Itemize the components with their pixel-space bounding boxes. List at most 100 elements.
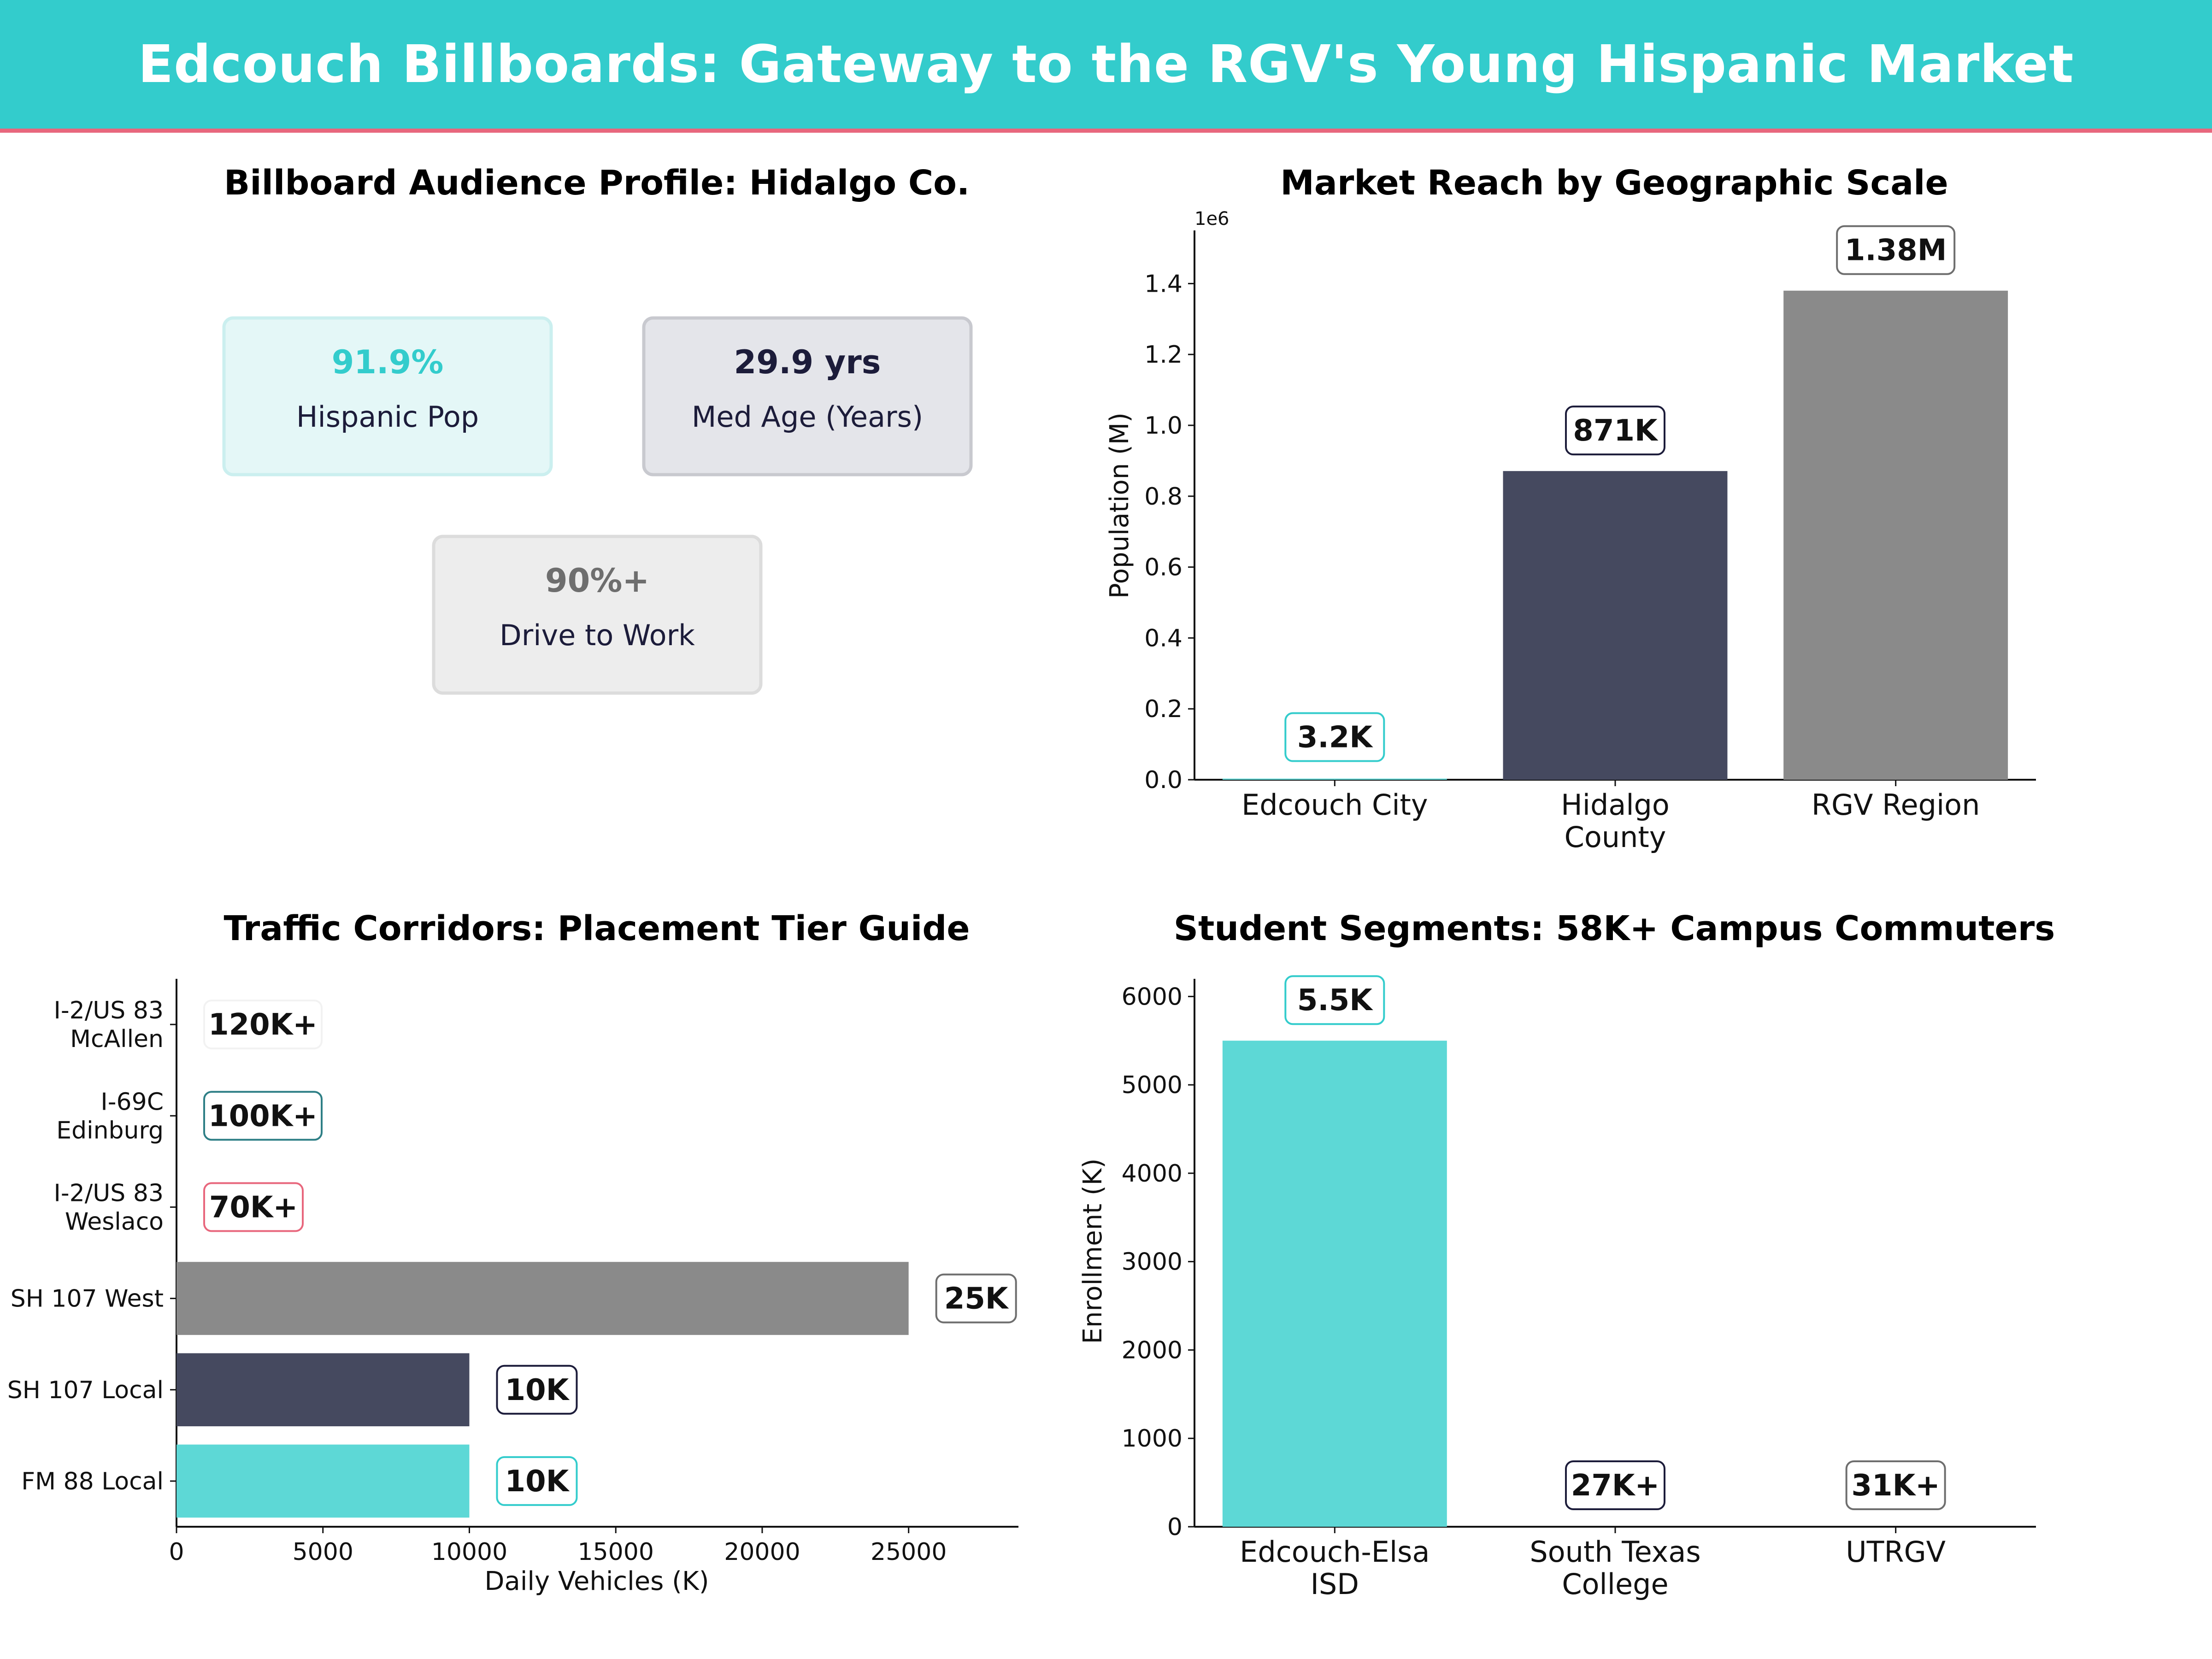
traffic-data-label-box [203, 1091, 323, 1141]
traffic-data-label: 10K [496, 1456, 578, 1506]
students-y-tick-label: 3000 [1122, 1248, 1182, 1276]
kpi-card-background [642, 316, 973, 477]
traffic-x-tick-label: 5000 [293, 1538, 353, 1566]
market-reach-data-label-box [1284, 712, 1385, 762]
students-data-label: 27K+ [1565, 1460, 1665, 1510]
students-y-tick-label: 4000 [1122, 1160, 1182, 1188]
market-reach-y-tick-label: 0.0 [1144, 766, 1182, 794]
traffic-data-label-text: 10K [505, 1465, 570, 1499]
traffic-data-label-box [203, 1000, 323, 1050]
traffic-data-label-box [496, 1456, 578, 1506]
market-reach-chart: 0.0 0.2 0.4 0.6 0.8 1.0 1.2 1.4 Edcouch City 3.2K… [1144, 225, 2036, 854]
students-bar [1222, 1041, 1447, 1527]
kpi-value: 91.9% [332, 343, 444, 381]
traffic-category-label: SH 107 Local [7, 1377, 164, 1404]
kpi-card: 90%+ Drive to Work [432, 535, 763, 695]
market-reach-data-label: 871K [1565, 406, 1665, 456]
students-category-label: South Texas College [1530, 1535, 1700, 1601]
kpi-card: 29.9 yrs Med Age (Years) [642, 316, 973, 477]
traffic-x-tick-label: 15000 [578, 1538, 654, 1566]
kpi-card: 91.9% Hispanic Pop [222, 316, 553, 477]
market-reach-y-tick-label: 0.6 [1144, 554, 1182, 582]
traffic-category-label: SH 107 West [11, 1285, 164, 1313]
students-y-tick-label: 2000 [1122, 1336, 1182, 1364]
traffic-category-label: I-69C Edinburg [56, 1088, 164, 1144]
kpi-card-background [222, 316, 553, 477]
panel-title-traffic: Traffic Corridors: Placement Tier Guide [224, 909, 970, 948]
market-reach-bar [1503, 471, 1728, 780]
traffic-data-label-text: 120K+ [208, 1008, 318, 1042]
market-reach-category-label: Hidalgo County [1561, 788, 1670, 854]
traffic-data-label-text: 100K+ [208, 1099, 318, 1133]
traffic-bar [176, 1262, 909, 1335]
students-data-label-text: 5.5K [1297, 983, 1373, 1018]
traffic-data-label: 25K [935, 1273, 1017, 1324]
traffic-x-axis-label: Daily Vehicles (K) [484, 1566, 709, 1596]
students-category-label: UTRGV [1846, 1535, 1946, 1569]
market-reach-offset-text: 1e6 [1194, 208, 1230, 229]
market-reach-data-label-text: 1.38M [1845, 234, 1947, 268]
market-reach-bar [1783, 290, 2008, 780]
students-data-label: 5.5K [1284, 975, 1385, 1025]
kpi-value: 29.9 yrs [734, 343, 881, 381]
panel-title-students: Student Segments: 58K+ Campus Commuters [1174, 909, 2055, 948]
market-reach-data-label-text: 3.2K [1297, 721, 1373, 755]
students-data-label-text: 31K+ [1852, 1469, 1940, 1503]
market-reach-category-label: RGV Region [1812, 788, 1980, 822]
students-y-tick-label: 1000 [1122, 1425, 1182, 1453]
traffic-data-label-box [203, 1182, 304, 1232]
traffic-category-label: I-2/US 83 McAllen [54, 997, 164, 1053]
traffic-data-label-box [496, 1365, 578, 1415]
market-reach-bar [1222, 778, 1447, 780]
header-banner: Edcouch Billboards: Gateway to the RGV's… [0, 0, 2212, 133]
students-y-axis-label: Enrollment (K) [1078, 1159, 1108, 1344]
market-reach-y-tick-label: 1.2 [1144, 341, 1182, 369]
traffic-data-label: 10K [496, 1365, 578, 1415]
traffic-category-label: FM 88 Local [21, 1468, 164, 1495]
traffic-data-label-text: 10K [505, 1373, 570, 1407]
student-segments-chart: 0 1000 2000 3000 4000 5000 6000 Edcouch-Elsa ISD… [1122, 975, 2036, 1601]
traffic-data-label: 100K+ [203, 1091, 323, 1141]
market-reach-data-label-box [1836, 225, 1956, 275]
market-reach-data-label: 1.38M [1836, 225, 1956, 275]
market-reach-y-tick-label: 0.8 [1144, 483, 1182, 511]
kpi-value: 90%+ [545, 562, 649, 600]
traffic-data-label: 120K+ [203, 1000, 323, 1050]
students-category-label: Edcouch-Elsa ISD [1240, 1535, 1430, 1601]
traffic-data-label: 70K+ [203, 1182, 304, 1232]
students-data-label-text: 27K+ [1571, 1469, 1659, 1503]
traffic-bar [176, 1444, 470, 1518]
market-reach-data-label-text: 871K [1573, 414, 1659, 448]
page-title: Edcouch Billboards: Gateway to the RGV's… [138, 34, 2074, 94]
market-reach-y-tick-label: 1.4 [1144, 270, 1182, 298]
students-y-tick-label: 6000 [1122, 983, 1182, 1011]
traffic-data-label-text: 70K+ [209, 1190, 298, 1224]
kpi-label: Med Age (Years) [692, 400, 923, 434]
students-y-tick-label: 0 [1167, 1513, 1182, 1541]
students-data-label: 31K+ [1845, 1460, 1946, 1510]
traffic-bar [176, 1353, 470, 1427]
students-data-label-box [1845, 1460, 1946, 1510]
traffic-x-tick-label: 20000 [724, 1538, 800, 1566]
market-reach-data-label: 3.2K [1284, 712, 1385, 762]
traffic-data-label-text: 25K [944, 1282, 1009, 1316]
traffic-x-tick-label: 10000 [431, 1538, 507, 1566]
traffic-x-tick-label: 0 [169, 1538, 184, 1566]
traffic-category-label: I-2/US 83 Weslaco [54, 1179, 164, 1235]
traffic-data-label-box [935, 1273, 1017, 1324]
market-reach-category-label: Edcouch City [1241, 788, 1428, 822]
panel-title-market-reach: Market Reach by Geographic Scale [1280, 163, 1948, 203]
kpi-card-background [432, 535, 763, 695]
kpi-label: Drive to Work [500, 618, 695, 652]
market-reach-data-label-box [1565, 406, 1665, 456]
kpi-card-group: 91.9% Hispanic Pop 29.9 yrs Med Age (Years)… [222, 316, 973, 695]
kpi-label: Hispanic Pop [296, 400, 479, 434]
market-reach-y-tick-label: 1.0 [1144, 412, 1182, 440]
panel-title-audience: Billboard Audience Profile: Hidalgo Co. [224, 163, 970, 203]
students-data-label-box [1565, 1460, 1665, 1510]
market-reach-y-tick-label: 0.4 [1144, 624, 1182, 652]
traffic-x-tick-label: 25000 [871, 1538, 947, 1566]
students-y-tick-label: 5000 [1122, 1071, 1182, 1099]
students-data-label-box [1284, 975, 1385, 1025]
